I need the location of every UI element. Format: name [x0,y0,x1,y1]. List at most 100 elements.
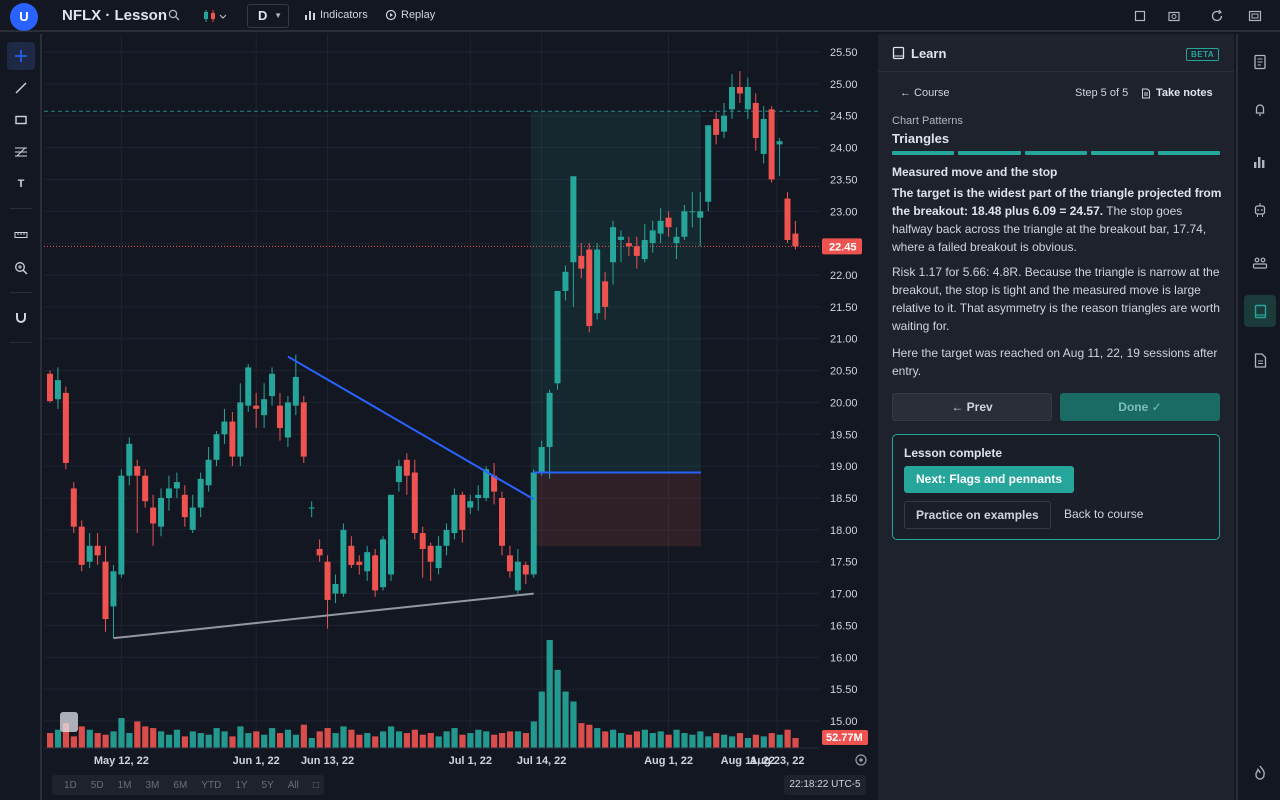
volume-tag [822,730,868,745]
fib-tool[interactable] [7,138,35,166]
candle-body [514,561,521,591]
rectangle-tool[interactable] [7,106,35,134]
alarm-icon [1255,104,1265,116]
price-tick-label: 22.00 [830,270,858,282]
hotlists-button[interactable] [1244,194,1276,226]
candle-body [173,482,180,489]
next-lesson-button[interactable]: Next: Flags and pennants [904,466,1075,493]
candle-body [150,507,157,524]
volume-bar [269,728,276,748]
volume-bar [506,731,514,748]
candle-body [784,198,791,240]
chart-area[interactable]: 25.5025.0024.5024.0023.5023.0022.5022.00… [44,34,876,774]
range-1m[interactable]: 1M [117,779,132,791]
magnet-tool[interactable] [7,304,35,332]
candle-body [499,498,506,546]
volume-bar [570,701,577,748]
volume-bar [340,726,347,748]
range-ytd[interactable]: YTD [201,779,222,791]
volume-bar [411,729,418,748]
candle-body [768,109,775,180]
candle-body [316,548,323,556]
back-to-course-button[interactable]: Back to course [1064,507,1144,521]
alerts-button[interactable] [1244,94,1276,126]
layout-icon[interactable] [1248,9,1262,23]
interval-select[interactable]: D ▼ [247,4,289,28]
data-window-button[interactable] [1244,146,1276,178]
fullscreen-icon[interactable] [1133,9,1147,23]
lesson-complete-card: Lesson complete Next: Flags and pennants… [892,434,1220,540]
back-to-course-link[interactable]: ← Course [900,87,950,99]
flame-icon [1255,765,1265,780]
beta-badge: BETA [1186,48,1220,61]
watchlist-button[interactable] [1244,46,1276,78]
volume-bar [324,728,331,748]
symbol-search-icon[interactable] [168,9,180,21]
user-avatar[interactable]: U [10,3,38,31]
indicators-button[interactable]: Indicators [304,9,368,21]
candle-body [165,488,172,498]
candle-body [308,507,315,509]
clock[interactable]: 22:18:22 UTC-5 [784,775,866,795]
volume-bar [47,733,54,748]
refresh-icon[interactable] [1210,9,1224,23]
done-button[interactable]: Done ✓ [1060,393,1220,421]
toolbar-divider [10,342,32,343]
volume-bar [760,736,767,748]
candle-body [546,392,553,448]
candle-body [602,281,609,307]
candle-body [467,501,474,508]
range-5d[interactable]: 5D [90,779,104,791]
candle-body [443,529,450,546]
candle-body [54,380,61,400]
calendar-icon[interactable]: □ [312,779,319,791]
candle-body [697,211,704,218]
practice-button[interactable]: Practice on examples [904,501,1051,529]
volume-bar [221,731,228,748]
notes-panel-button[interactable] [1244,344,1276,376]
candle-body [348,545,355,565]
volume-bar [197,733,204,748]
step-indicator: Step 5 of 5 [1075,87,1129,99]
volume-bar [784,729,791,748]
ruler-tool[interactable] [7,221,35,249]
take-notes-button[interactable]: Take notes [1141,87,1213,99]
candle-body [586,249,593,326]
learn-button[interactable] [1244,295,1276,327]
candle-body [610,227,617,263]
price-chart[interactable]: 25.5025.0024.5024.0023.5023.0022.5022.00… [44,34,876,774]
volume-bar [736,733,744,748]
zoom-tool[interactable] [7,254,35,282]
candle-body [189,507,196,530]
range-5y[interactable]: 5Y [261,779,274,791]
range-all[interactable]: All [287,779,299,791]
volume-bar [284,729,292,748]
volume-bar [54,729,62,748]
trend-line-tool[interactable] [7,74,35,102]
prev-button[interactable]: ← Prev [892,393,1052,421]
range-1d[interactable]: 1D [64,779,77,791]
snapshot-icon[interactable] [1167,9,1181,23]
symbol-title[interactable]: NFLX · Lesson [62,7,168,24]
chart-type-icon[interactable] [203,9,229,23]
candle-body [181,494,188,518]
crosshair-tool[interactable] [7,42,35,70]
volume-bar [205,734,212,748]
watchlist-icon [1254,54,1266,70]
range-6m[interactable]: 6M [173,779,188,791]
candle-body [522,564,529,575]
candle-body [649,230,656,244]
volume-bar [744,738,752,748]
range-1y[interactable]: 1Y [235,779,248,791]
take-notes-label: Take notes [1156,87,1213,99]
community-button[interactable] [1244,247,1276,279]
range-3m[interactable]: 3M [145,779,160,791]
volume-bar [546,640,553,748]
hot-button[interactable] [1244,756,1276,788]
candle-body [395,466,402,483]
text-tool[interactable]: T [7,170,35,198]
text-icon: T [17,178,25,190]
volume-bar [86,729,93,748]
replay-button[interactable]: Replay [385,9,435,21]
candle-body [356,561,363,565]
